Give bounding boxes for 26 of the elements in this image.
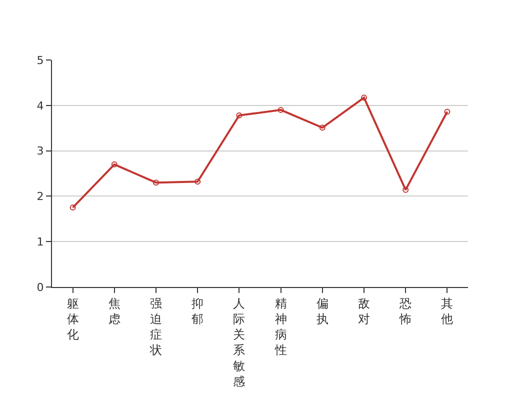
point — [70, 204, 76, 211]
point — [111, 161, 118, 168]
x-tick-label: 躯体化 — [66, 296, 79, 342]
point — [361, 94, 367, 101]
y-tick-label: 2 — [36, 190, 44, 204]
x-tick-label: 抑郁 — [192, 296, 204, 326]
point — [236, 112, 242, 118]
x-tick-label: 敌对 — [358, 296, 370, 326]
point — [319, 124, 326, 131]
y-tick-label: 1 — [36, 235, 44, 248]
x-tick-label: 其他 — [441, 296, 454, 326]
x-tick-label: 偏执 — [316, 296, 328, 326]
point — [444, 108, 450, 115]
y-tick-label: 0 — [36, 280, 44, 294]
x-tick-label: 人际关系敏感 — [233, 296, 246, 388]
x-tick-label: 焦虑 — [108, 296, 120, 326]
x-tick-label: 精神病性 — [274, 296, 287, 358]
point — [194, 178, 201, 185]
point — [402, 186, 409, 193]
x-tick-label: 恐怖 — [398, 296, 412, 326]
y-tick-label: 5 — [36, 54, 44, 67]
y-tick-label: 4 — [36, 99, 44, 112]
y-tick-label: 3 — [36, 144, 44, 158]
point — [278, 106, 284, 113]
point — [153, 180, 159, 186]
x-tick-label: 强迫症状 — [149, 296, 162, 358]
